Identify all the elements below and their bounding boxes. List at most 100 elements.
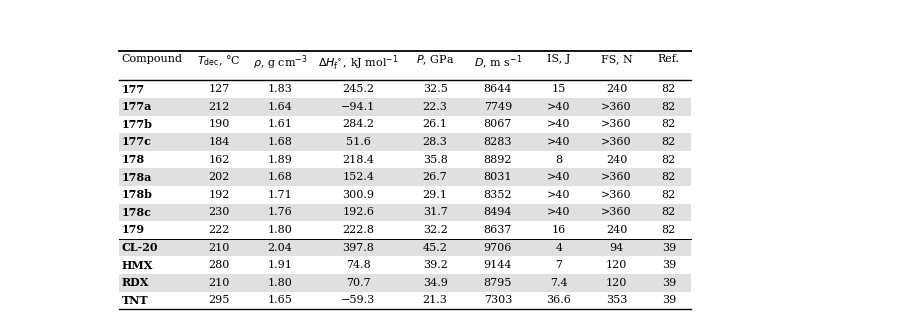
Text: 7: 7 bbox=[555, 260, 562, 270]
Text: 8: 8 bbox=[555, 155, 562, 165]
Text: 36.6: 36.6 bbox=[546, 295, 572, 305]
Text: 284.2: 284.2 bbox=[342, 119, 374, 129]
Bar bbox=[120, 168, 691, 186]
Text: 82: 82 bbox=[662, 225, 676, 235]
Text: 7749: 7749 bbox=[483, 102, 512, 112]
Text: 240: 240 bbox=[606, 225, 627, 235]
Text: >40: >40 bbox=[547, 102, 571, 112]
Text: 300.9: 300.9 bbox=[342, 190, 374, 200]
Bar bbox=[120, 116, 691, 133]
Text: 82: 82 bbox=[662, 172, 676, 182]
Text: 2.04: 2.04 bbox=[267, 243, 293, 253]
Text: 32.5: 32.5 bbox=[423, 84, 447, 94]
Text: $P$, GPa: $P$, GPa bbox=[416, 54, 454, 67]
Text: 192: 192 bbox=[208, 190, 230, 200]
Text: 179: 179 bbox=[122, 224, 145, 236]
Bar bbox=[120, 256, 691, 274]
Text: 7.4: 7.4 bbox=[550, 278, 568, 288]
Text: 35.8: 35.8 bbox=[423, 155, 447, 165]
Text: 210: 210 bbox=[208, 278, 230, 288]
Text: 1.68: 1.68 bbox=[267, 172, 293, 182]
Text: >360: >360 bbox=[601, 190, 632, 200]
Text: 177b: 177b bbox=[122, 119, 153, 130]
Text: 34.9: 34.9 bbox=[423, 278, 447, 288]
Text: 31.7: 31.7 bbox=[423, 207, 447, 217]
Text: −94.1: −94.1 bbox=[341, 102, 375, 112]
Text: 222.8: 222.8 bbox=[342, 225, 374, 235]
Text: 9706: 9706 bbox=[483, 243, 512, 253]
Text: 8031: 8031 bbox=[483, 172, 512, 182]
Text: >360: >360 bbox=[601, 137, 632, 147]
Text: 1.65: 1.65 bbox=[267, 295, 293, 305]
Text: 177a: 177a bbox=[122, 101, 152, 112]
Text: 39: 39 bbox=[662, 260, 676, 270]
Text: >40: >40 bbox=[547, 172, 571, 182]
Text: 21.3: 21.3 bbox=[423, 295, 447, 305]
Text: 45.2: 45.2 bbox=[423, 243, 447, 253]
Text: CL-20: CL-20 bbox=[122, 242, 158, 253]
Text: 1.80: 1.80 bbox=[267, 225, 293, 235]
Text: $\Delta H^\circ_\mathrm{f}$, kJ mol$^{-1}$: $\Delta H^\circ_\mathrm{f}$, kJ mol$^{-1… bbox=[319, 54, 399, 73]
Text: 32.2: 32.2 bbox=[423, 225, 447, 235]
Text: 120: 120 bbox=[606, 260, 627, 270]
Text: 210: 210 bbox=[208, 243, 230, 253]
Text: 82: 82 bbox=[662, 190, 676, 200]
Text: >360: >360 bbox=[601, 172, 632, 182]
Bar bbox=[120, 274, 691, 292]
Text: 29.1: 29.1 bbox=[423, 190, 447, 200]
Text: 178c: 178c bbox=[122, 207, 151, 218]
Text: 8494: 8494 bbox=[483, 207, 512, 217]
Text: 177: 177 bbox=[122, 84, 145, 95]
Text: −59.3: −59.3 bbox=[341, 295, 375, 305]
Text: 162: 162 bbox=[208, 155, 230, 165]
Bar bbox=[120, 221, 691, 239]
Text: 1.89: 1.89 bbox=[267, 155, 293, 165]
Text: 15: 15 bbox=[552, 84, 566, 94]
Text: 1.68: 1.68 bbox=[267, 137, 293, 147]
Text: 39: 39 bbox=[662, 278, 676, 288]
Text: 28.3: 28.3 bbox=[423, 137, 447, 147]
Text: 240: 240 bbox=[606, 84, 627, 94]
Text: 26.1: 26.1 bbox=[423, 119, 447, 129]
Text: 190: 190 bbox=[208, 119, 230, 129]
Text: 127: 127 bbox=[208, 84, 230, 94]
Text: HMX: HMX bbox=[122, 260, 153, 270]
Text: 192.6: 192.6 bbox=[342, 207, 374, 217]
Text: 82: 82 bbox=[662, 155, 676, 165]
Text: 1.71: 1.71 bbox=[267, 190, 293, 200]
Text: 94: 94 bbox=[609, 243, 624, 253]
Text: 7303: 7303 bbox=[483, 295, 512, 305]
Text: 353: 353 bbox=[606, 295, 627, 305]
Text: 8637: 8637 bbox=[483, 225, 512, 235]
Text: 177c: 177c bbox=[122, 136, 151, 148]
Text: 8067: 8067 bbox=[483, 119, 512, 129]
Bar bbox=[120, 133, 691, 151]
Text: 51.6: 51.6 bbox=[346, 137, 371, 147]
Text: 82: 82 bbox=[662, 119, 676, 129]
Text: TNT: TNT bbox=[122, 295, 148, 306]
Bar bbox=[120, 98, 691, 116]
Text: >360: >360 bbox=[601, 119, 632, 129]
Text: 1.83: 1.83 bbox=[267, 84, 293, 94]
Text: 178b: 178b bbox=[122, 189, 153, 200]
Text: >360: >360 bbox=[601, 102, 632, 112]
Text: 4: 4 bbox=[555, 243, 562, 253]
Text: 178a: 178a bbox=[122, 172, 152, 183]
Text: >40: >40 bbox=[547, 119, 571, 129]
Text: 82: 82 bbox=[662, 84, 676, 94]
Text: 152.4: 152.4 bbox=[342, 172, 374, 182]
Text: 240: 240 bbox=[606, 155, 627, 165]
Text: 230: 230 bbox=[208, 207, 230, 217]
Bar bbox=[120, 80, 691, 98]
Text: FS, N: FS, N bbox=[600, 54, 633, 64]
Text: 9144: 9144 bbox=[483, 260, 512, 270]
Text: 8892: 8892 bbox=[483, 155, 512, 165]
Text: 295: 295 bbox=[208, 295, 230, 305]
Bar bbox=[120, 186, 691, 204]
Text: 184: 184 bbox=[208, 137, 230, 147]
Text: 218.4: 218.4 bbox=[342, 155, 374, 165]
Text: 74.8: 74.8 bbox=[346, 260, 371, 270]
Text: 26.7: 26.7 bbox=[423, 172, 447, 182]
Text: Ref.: Ref. bbox=[658, 54, 680, 64]
Text: 120: 120 bbox=[606, 278, 627, 288]
